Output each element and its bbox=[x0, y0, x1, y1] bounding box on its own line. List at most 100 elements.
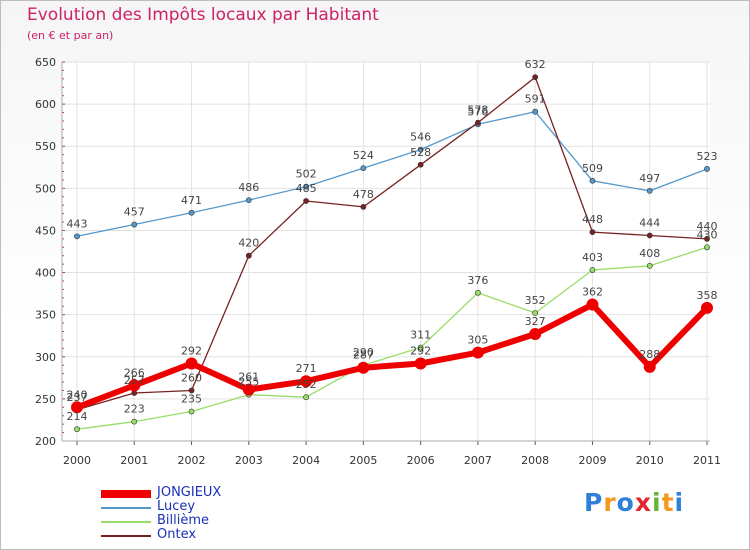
data-label-lucey: 546 bbox=[410, 131, 431, 144]
logo-letter: i bbox=[652, 488, 662, 517]
x-tick-label: 2002 bbox=[178, 454, 206, 467]
series-line-ontex bbox=[76, 76, 708, 411]
logo-letter: t bbox=[661, 488, 675, 517]
series-line-jongieux bbox=[74, 301, 710, 411]
data-label-billieme: 403 bbox=[582, 251, 603, 264]
chart-title: Evolution des Impôts locaux par Habitant bbox=[27, 5, 379, 25]
data-point-billieme bbox=[589, 267, 596, 273]
series-line-lucey bbox=[76, 111, 708, 237]
data-label-jongieux: 287 bbox=[353, 349, 374, 362]
data-label-jongieux: 358 bbox=[697, 289, 718, 302]
data-label-jongieux: 240 bbox=[67, 388, 88, 401]
data-point-billieme bbox=[417, 344, 424, 351]
data-label-ontex: 528 bbox=[410, 146, 431, 159]
data-label-ontex: 444 bbox=[639, 216, 660, 229]
y-tick-label: 350 bbox=[35, 309, 56, 322]
data-point-ontex bbox=[245, 252, 252, 259]
data-point-ontex bbox=[704, 235, 710, 242]
data-label-lucey: 523 bbox=[697, 150, 718, 163]
data-point-billieme bbox=[704, 244, 710, 251]
data-point-ontex bbox=[646, 232, 653, 239]
legend-swatch bbox=[101, 535, 151, 537]
data-label-billieme: 214 bbox=[67, 410, 88, 423]
data-label-lucey: 591 bbox=[525, 93, 546, 106]
y-tick-label: 400 bbox=[35, 267, 56, 280]
data-point-ontex bbox=[475, 119, 481, 126]
chart-subtitle: (en € et par an) bbox=[27, 29, 114, 42]
data-point-ontex bbox=[303, 198, 309, 204]
data-point-billieme bbox=[131, 418, 138, 425]
data-point-jongieux bbox=[185, 357, 198, 370]
x-tick-label: 2001 bbox=[120, 454, 148, 467]
logo-letter: o bbox=[616, 488, 635, 517]
data-point-ontex bbox=[589, 229, 596, 236]
data-point-jongieux bbox=[414, 357, 427, 370]
legend-swatch bbox=[101, 507, 151, 509]
legend-item: JONGIEUX bbox=[101, 485, 301, 501]
data-point-jongieux bbox=[357, 361, 370, 374]
data-label-ontex: 448 bbox=[582, 213, 603, 226]
legend-item: Billième bbox=[101, 514, 301, 529]
logo-letter: P bbox=[584, 488, 604, 517]
legend-swatch bbox=[101, 490, 151, 498]
data-label-ontex: 632 bbox=[525, 58, 546, 71]
data-point-lucey bbox=[74, 233, 80, 240]
data-label-billieme: 352 bbox=[525, 294, 546, 307]
x-tick-label: 2003 bbox=[235, 454, 263, 467]
x-tick-label: 2009 bbox=[578, 454, 606, 467]
logo-letter: x bbox=[634, 488, 652, 517]
data-label-ontex: 420 bbox=[238, 237, 259, 250]
x-tick-label: 2007 bbox=[464, 454, 492, 467]
legend-label: Lucey bbox=[157, 499, 196, 514]
data-point-lucey bbox=[646, 187, 653, 194]
legend-label: JONGIEUX bbox=[157, 485, 222, 500]
data-label-ontex: 257 bbox=[124, 374, 145, 387]
logo-letter: i bbox=[674, 488, 685, 517]
data-point-ontex bbox=[417, 161, 424, 168]
data-label-billieme: 252 bbox=[296, 378, 317, 391]
data-label-jongieux: 327 bbox=[525, 315, 546, 328]
data-point-lucey bbox=[589, 177, 596, 184]
legend-label: Ontex bbox=[157, 527, 197, 542]
data-point-lucey bbox=[704, 166, 710, 172]
data-point-billieme bbox=[532, 310, 539, 316]
data-point-lucey bbox=[360, 165, 367, 172]
data-label-billieme: 376 bbox=[467, 274, 488, 287]
y-tick-label: 250 bbox=[35, 393, 56, 406]
data-point-jongieux bbox=[471, 346, 484, 359]
plot-area bbox=[62, 62, 710, 441]
data-label-billieme: 311 bbox=[410, 329, 431, 342]
data-point-ontex bbox=[360, 203, 367, 210]
logo-letter: r bbox=[603, 488, 617, 517]
data-point-lucey bbox=[188, 209, 195, 216]
y-tick-label: 300 bbox=[35, 351, 56, 364]
data-point-lucey bbox=[303, 183, 309, 190]
data-label-billieme: 290 bbox=[353, 346, 374, 359]
data-label-billieme: 430 bbox=[697, 228, 718, 241]
series-line-billieme bbox=[76, 246, 708, 430]
data-point-ontex bbox=[188, 387, 195, 394]
y-tick-label: 500 bbox=[35, 182, 56, 195]
data-label-billieme: 255 bbox=[238, 376, 259, 389]
data-point-lucey bbox=[131, 221, 138, 228]
data-label-ontex: 237 bbox=[67, 391, 88, 404]
x-tick-label: 2006 bbox=[407, 454, 435, 467]
legend-swatch bbox=[101, 521, 151, 523]
data-point-jongieux bbox=[586, 298, 599, 311]
data-point-billieme bbox=[303, 394, 309, 401]
data-point-jongieux bbox=[529, 328, 542, 341]
data-label-lucey: 471 bbox=[181, 194, 202, 207]
data-label-lucey: 524 bbox=[353, 149, 374, 162]
x-tick-label: 2000 bbox=[63, 454, 91, 467]
data-label-ontex: 478 bbox=[353, 188, 374, 201]
data-label-jongieux: 288 bbox=[639, 348, 660, 361]
data-point-lucey bbox=[417, 146, 424, 153]
data-label-jongieux: 305 bbox=[467, 334, 488, 347]
x-tick-label: 2010 bbox=[636, 454, 664, 467]
data-label-billieme: 408 bbox=[639, 247, 660, 260]
data-label-jongieux: 292 bbox=[410, 345, 431, 358]
x-tick-label: 2008 bbox=[521, 454, 549, 467]
proxiti-logo: Proxiti bbox=[584, 488, 684, 517]
